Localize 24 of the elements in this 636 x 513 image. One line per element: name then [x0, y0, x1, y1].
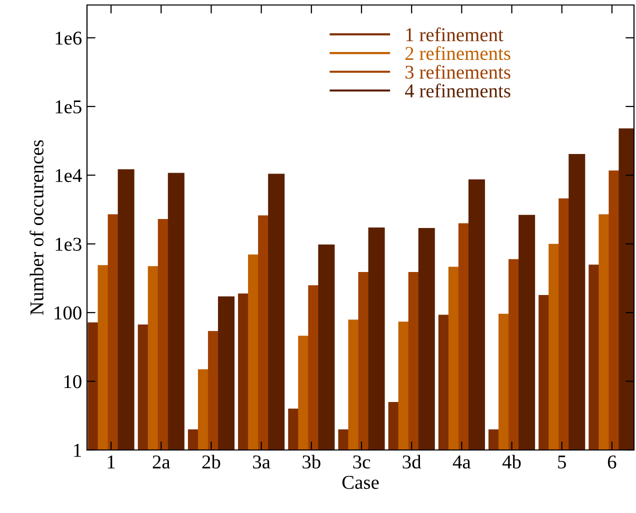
y-tick-label: 1e5 [56, 100, 82, 114]
y-tick-label: 1 [74, 444, 81, 457]
legend-label: 2 refinements [405, 46, 510, 60]
x-tick-label: 3b [302, 454, 320, 469]
x-tick-label: 2b [202, 454, 220, 469]
x-axis-title: Case [342, 476, 379, 489]
x-tick-label: 6 [608, 455, 616, 469]
x-tick-label: 3a [253, 455, 270, 469]
y-tick-label: 10 [64, 375, 82, 388]
legend-label: 1 refinement [406, 27, 504, 42]
x-tick-label: 1 [108, 456, 115, 468]
x-tick-label: 3d [402, 454, 422, 469]
legend-label: 3 refinements [406, 64, 510, 79]
y-axis-title: Number of occurences [30, 140, 44, 315]
y-tick-label: 1e6 [56, 32, 82, 45]
y-tick-label: 100 [54, 306, 82, 320]
x-tick-label: 2a [152, 455, 170, 469]
y-tick-label: 1e4 [56, 169, 82, 182]
x-tick-label: 4a [452, 456, 471, 469]
x-tick-label: 5 [558, 456, 566, 469]
x-tick-label: 4b [502, 454, 521, 469]
x-tick-label: 3c [353, 455, 370, 469]
legend-label: 4 refinements [405, 84, 510, 98]
y-tick-label: 1e3 [56, 238, 82, 251]
